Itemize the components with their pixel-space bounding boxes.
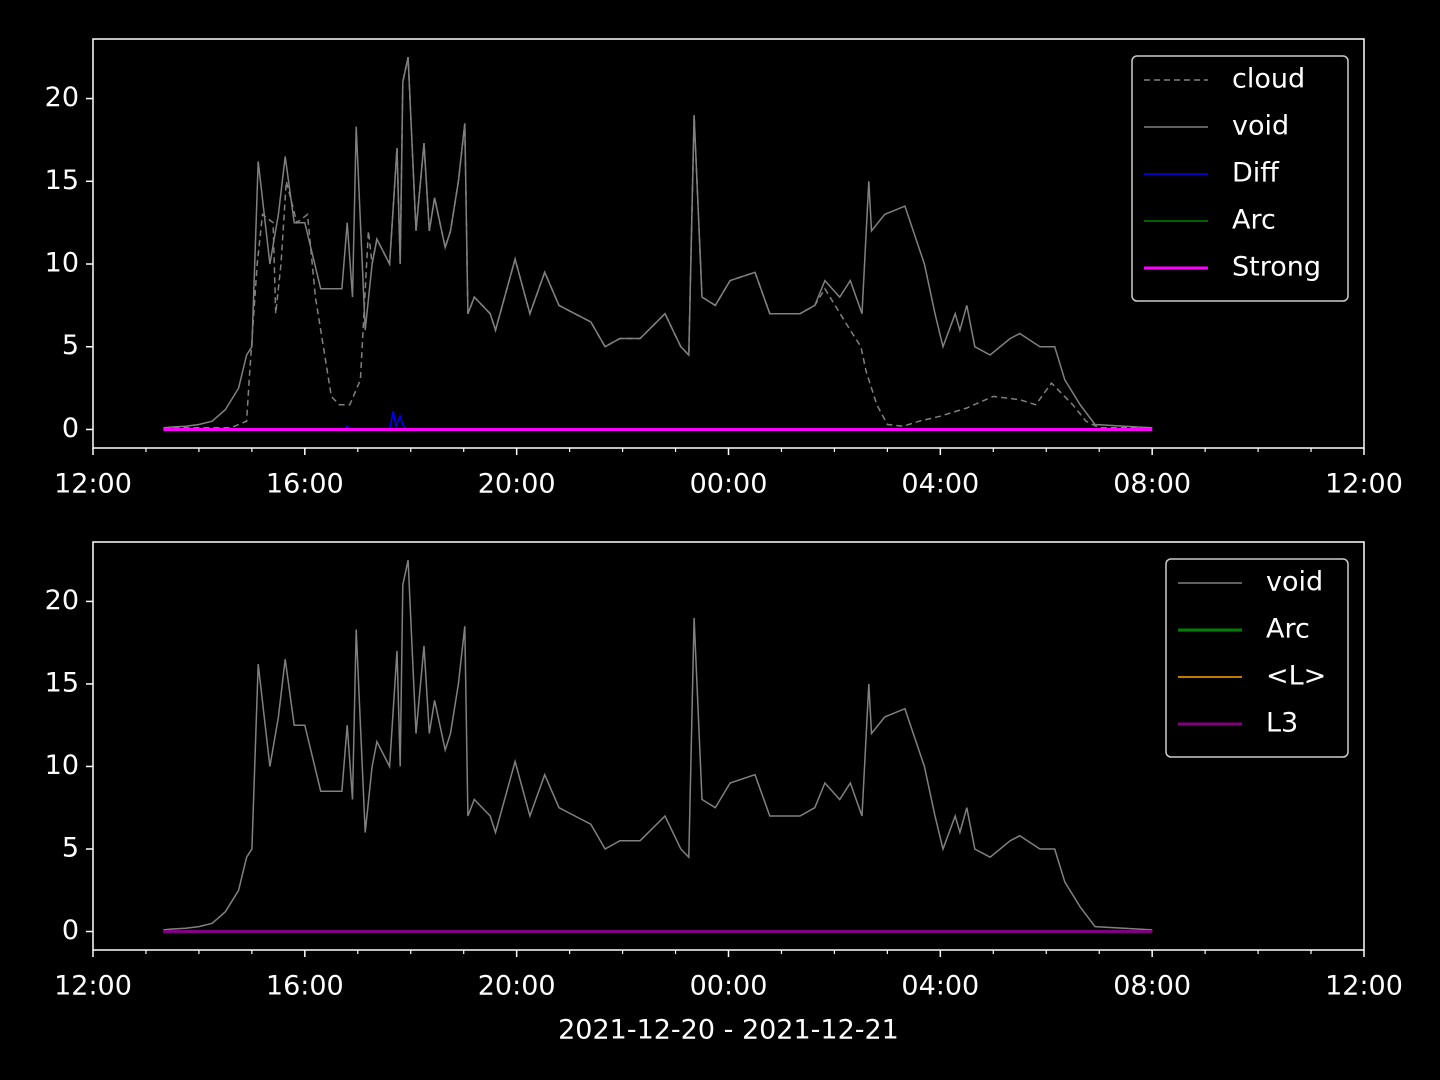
y-tick-label: 0 [62, 915, 79, 946]
x-tick-label: 16:00 [266, 971, 344, 1002]
x-tick-label: 20:00 [478, 469, 556, 500]
legend-label: void [1266, 567, 1323, 598]
x-tick-label: 08:00 [1113, 469, 1191, 500]
x-tick-label: 04:00 [901, 971, 979, 1002]
series-line [163, 57, 1153, 429]
legend-box [1165, 558, 1349, 758]
legend-label: cloud [1232, 64, 1305, 95]
y-tick-label: 10 [45, 248, 79, 279]
legend-label: <L> [1266, 661, 1326, 692]
axes-frame [92, 541, 1365, 951]
axes-frame [92, 38, 1365, 449]
series-line [163, 57, 1153, 429]
legend-label: Arc [1266, 614, 1310, 645]
x-tick-label: 00:00 [690, 469, 768, 500]
x-axis-label: 2021-12-20 - 2021-12-21 [558, 1015, 899, 1046]
x-tick-label: 16:00 [266, 469, 344, 500]
legend-label: Strong [1232, 252, 1321, 283]
x-tick-label: 04:00 [901, 469, 979, 500]
y-tick-label: 0 [62, 413, 79, 444]
y-tick-label: 10 [45, 750, 79, 781]
x-tick-label: 00:00 [690, 971, 768, 1002]
y-tick-label: 15 [45, 667, 79, 698]
legend-label: void [1232, 111, 1289, 142]
x-tick-label: 12:00 [1325, 469, 1403, 500]
series-line [163, 560, 1153, 931]
y-tick-label: 5 [62, 832, 79, 863]
legend-label: Diff [1232, 158, 1280, 189]
x-tick-label: 12:00 [1325, 971, 1403, 1002]
series-line [163, 411, 1153, 431]
legend-label: L3 [1266, 708, 1298, 739]
legend-box [1131, 55, 1349, 302]
x-tick-label: 08:00 [1113, 971, 1191, 1002]
x-tick-label: 12:00 [54, 971, 132, 1002]
y-tick-label: 20 [45, 82, 79, 113]
x-tick-label: 20:00 [478, 971, 556, 1002]
legend-label: Arc [1232, 205, 1276, 236]
y-tick-label: 20 [45, 585, 79, 616]
x-tick-label: 12:00 [54, 469, 132, 500]
y-tick-label: 5 [62, 330, 79, 361]
y-tick-label: 15 [45, 165, 79, 196]
